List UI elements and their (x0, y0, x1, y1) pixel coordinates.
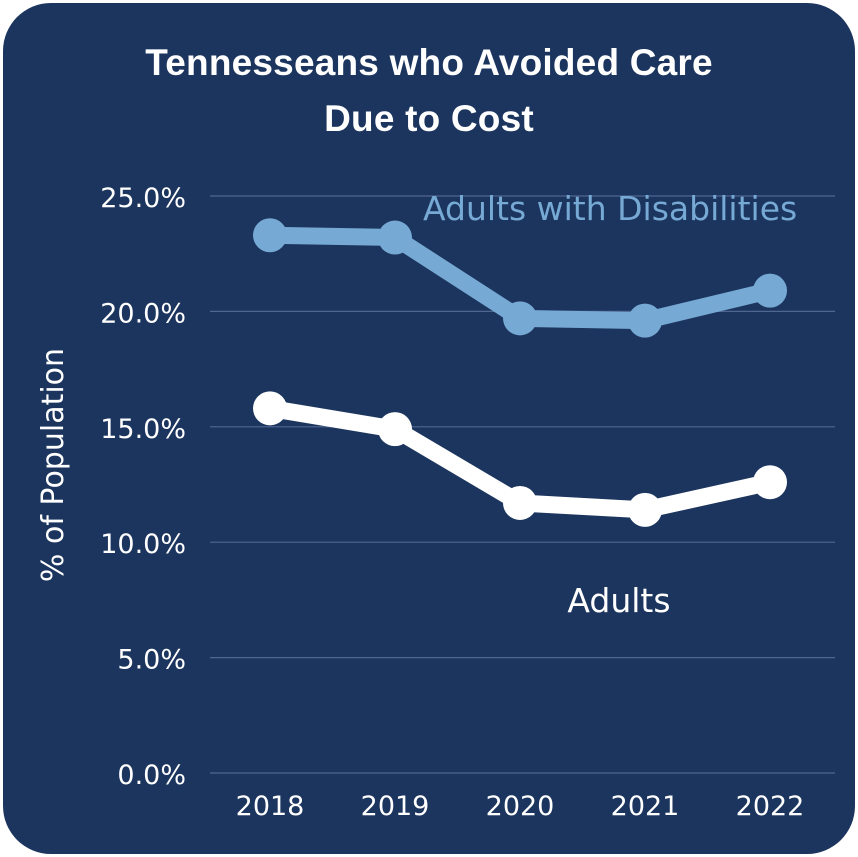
x-tick-label: 2021 (611, 791, 680, 822)
chart-title-line-1: Tennesseans who Avoided Care (145, 42, 713, 83)
y-tick-label: 15.0% (100, 414, 186, 445)
data-point (253, 391, 287, 426)
data-point (253, 218, 287, 253)
series-label-adults: Adults (567, 581, 670, 620)
series-label-disabilities: Adults with Disabilities (423, 189, 797, 228)
x-tick-label: 2022 (736, 791, 805, 822)
y-tick-label: 5.0% (117, 645, 186, 676)
x-tick-label: 2020 (486, 791, 555, 822)
x-tick-label: 2018 (236, 791, 305, 822)
chart-card: Tennesseans who Avoided Care Due to Cost… (3, 3, 855, 854)
x-axis-ticks: 2018 2019 2020 2021 2022 (236, 791, 805, 822)
series-lines (253, 218, 787, 527)
y-tick-label: 0.0% (117, 760, 186, 791)
line-chart: 0.0% 5.0% 10.0% 15.0% 20.0% 25.0% 2018 2019 202… (36, 183, 835, 822)
data-point (378, 220, 412, 255)
y-axis-ticks: 0.0% 5.0% 10.0% 15.0% 20.0% 25.0% (100, 183, 186, 791)
gridlines (210, 195, 835, 774)
data-point (378, 412, 412, 447)
y-axis-label: % of Population (36, 348, 71, 582)
y-tick-label: 25.0% (100, 183, 186, 214)
data-point (753, 465, 787, 500)
data-point (628, 303, 662, 338)
series-labels: Adults with Disabilities Adults (423, 189, 797, 620)
data-point (503, 301, 537, 336)
y-tick-label: 20.0% (100, 298, 186, 329)
data-point (503, 485, 537, 520)
y-tick-label: 10.0% (100, 529, 186, 560)
chart-title-line-2: Due to Cost (324, 98, 534, 139)
x-tick-label: 2019 (361, 791, 430, 822)
data-point (753, 273, 787, 308)
data-point (628, 492, 662, 527)
